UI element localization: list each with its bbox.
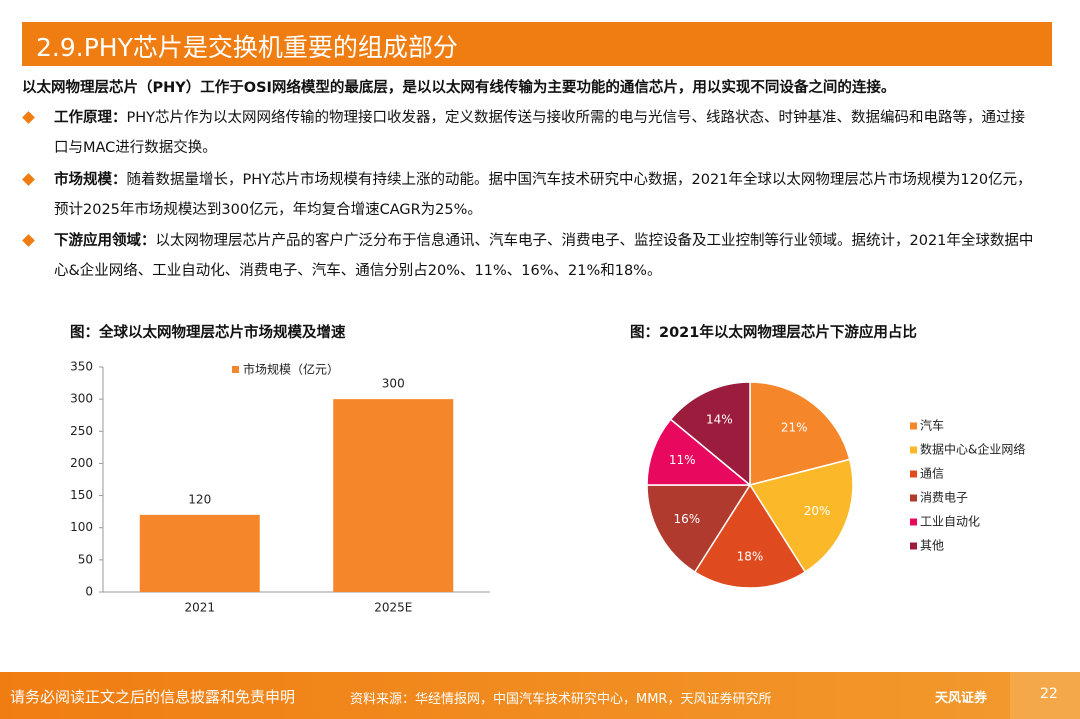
logo: 天风证券 [935,691,988,706]
x-tick-label: 2021 [184,601,215,615]
legend-label: 工业自动化 [920,515,980,529]
disclaimer: 请务必阅读正文之后的信息披露和免责申明 [10,688,296,706]
charts: 0 50 100 150 200 250 300 350 市场规模（亿元） 120 300 2021 2… [70,360,1025,615]
legend-swatch [910,470,917,478]
y-tick-label: 300 [70,392,93,406]
header-title: 2.9.PHY芯片是交换机重要的组成部分 [36,33,458,62]
bullet-label: 下游应用领域： [54,233,156,249]
chart-title: 图：全球以太网物理层芯片市场规模及增速 [70,325,346,341]
bullet: 下游应用领域：以太网物理层芯片产品的客户广泛分布于信息通讯、汽车电子、消费电子、… [22,226,1034,286]
legend-swatch [910,494,917,502]
footer-bar: 请务必阅读正文之后的信息披露和免责申明 资料来源：华经情报网，中国汽车技术研究中… [0,672,1080,719]
data-label: 20% [804,504,831,518]
legend-swatch [910,542,917,550]
legend-label: 市场规模（亿元） [243,362,339,377]
bullet-label: 工作原理： [54,110,127,126]
page-number: 22 [1040,686,1058,702]
legend-label: 其他 [920,539,944,553]
header-bar: 2.9.PHY芯片是交换机重要的组成部分 [22,22,1052,66]
data-label: 18% [737,550,764,564]
bullet-text: 以太网物理层芯片产品的客户广泛分布于信息通讯、汽车电子、消费电子、监控设备及工业… [54,233,1034,279]
intro: 以太网物理层芯片（PHY）工作于OSI网络模型的最底层，是以以太网有线传输为主要… [22,80,896,96]
y-tick-label: 150 [70,488,93,502]
data-label: 300 [382,377,405,391]
legend-label: 通信 [920,467,944,481]
legend-swatch [910,422,917,430]
data-label: 11% [669,453,696,467]
y-tick-label: 250 [70,424,93,438]
bullet: 工作原理：PHY芯片作为以太网网络传输的物理接口收发器，定义数据传送与接收所需的… [22,103,1034,163]
pie-slice [749,381,851,486]
y-tick-label: 0 [85,585,93,599]
pie-slice [646,484,752,574]
data-label: 21% [781,421,808,435]
y-tick-label: 50 [78,552,93,566]
data-label: 14% [706,412,733,426]
legend-label: 数据中心&企业网络 [920,442,1025,457]
bullet: 市场规模：随着数据量增长，PHY芯片市场规模有持续上涨的动能。据中国汽车技术研究… [22,165,1034,225]
legend-swatch [910,518,917,526]
bar [139,514,260,592]
y-tick-label: 350 [70,360,93,374]
legend-label: 汽车 [920,418,944,433]
pie-slice [748,458,854,574]
legend-swatch [232,366,239,373]
legend-swatch [910,446,917,454]
chart-title: 图：2021年以太网物理层芯片下游应用占比 [630,325,917,341]
bullet-label: 市场规模： [54,172,127,188]
data-label: 120 [188,492,211,506]
x-tick-label: 2025E [374,601,412,615]
legend-label: 消费电子 [920,491,968,505]
y-tick-label: 200 [70,456,93,470]
pie-slice [693,483,807,589]
bullet-text: 随着数据量增长，PHY芯片市场规模有持续上涨的动能。据中国汽车技术研究中心数据，… [54,172,1032,218]
pie-slice [646,418,753,486]
pie-slice [669,381,751,487]
bar [333,399,454,592]
data-label: 16% [673,512,700,526]
source: 资料来源：华经情报网，中国汽车技术研究中心，MMR，天风证券研究所 [350,692,772,707]
bullet-text: PHY芯片作为以太网网络传输的物理接口收发器，定义数据传送与接收所需的电与光信号… [54,110,1025,156]
y-tick-label: 100 [70,520,93,534]
